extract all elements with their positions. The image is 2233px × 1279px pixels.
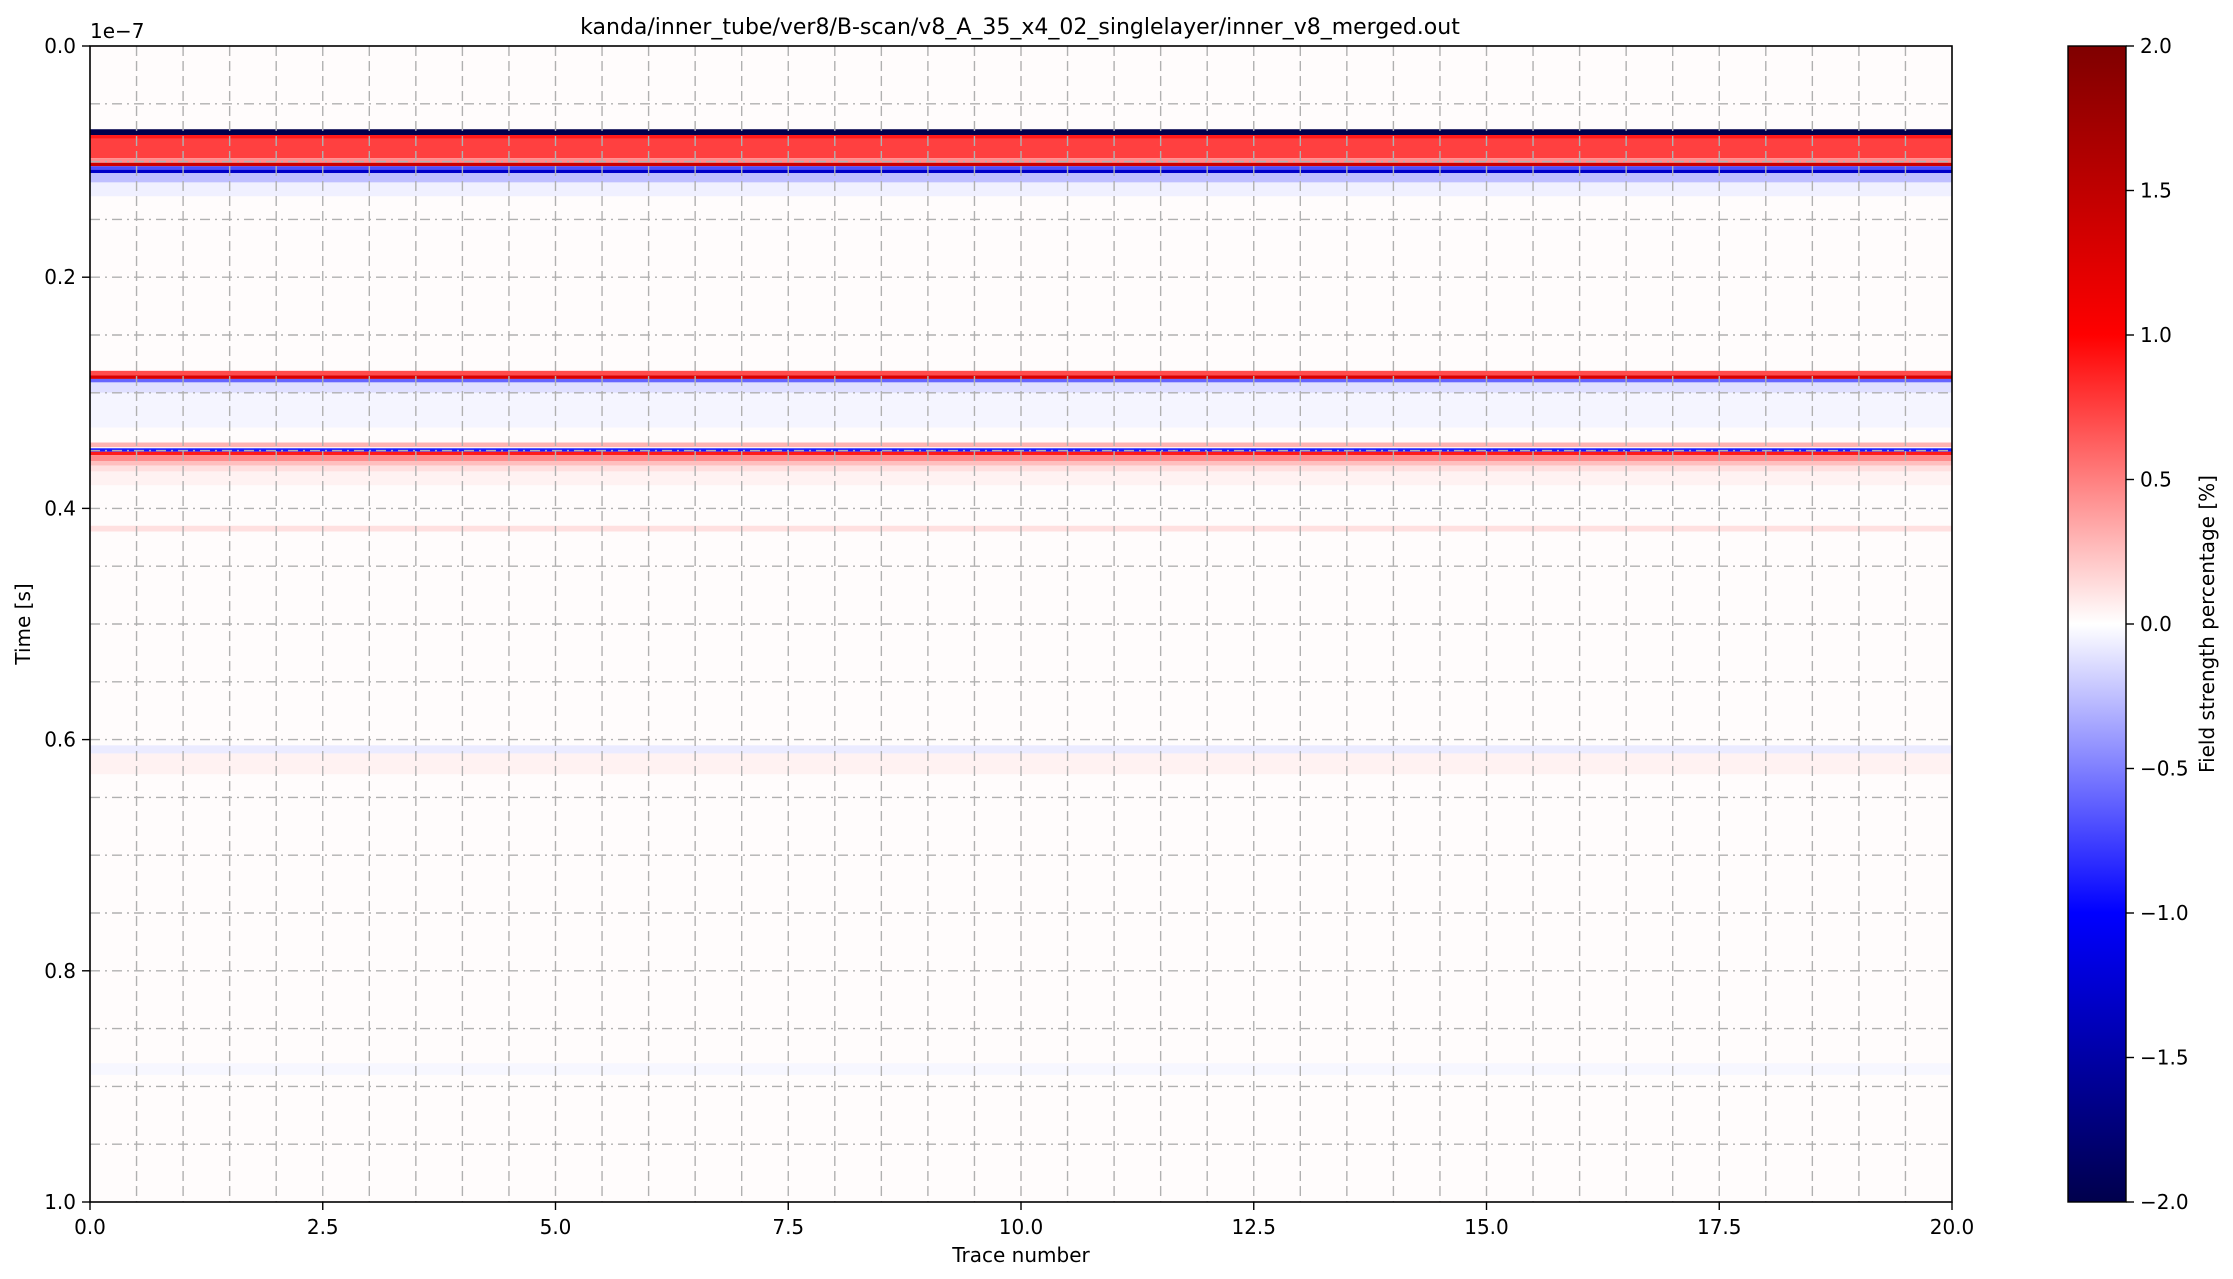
- x-tick-label: 10.0: [999, 1215, 1044, 1239]
- colorbar: 2.0 1.5 1.0 0.5 0.0 −0.5 −1.0 −1.5 −2.0 Field st…: [2067, 34, 2219, 1214]
- colorbar-tick-label: −1.0: [2140, 901, 2189, 925]
- heatmap-band: [90, 162, 1952, 167]
- grid-lines: [90, 46, 1952, 1202]
- y-tick-label: 0.0: [44, 34, 76, 58]
- colorbar-tick-label: 1.5: [2140, 179, 2172, 203]
- x-axis-label: Trace number: [951, 1243, 1090, 1267]
- colorbar-label: Field strength percentage [%]: [2195, 475, 2219, 773]
- y-tick-label: 0.2: [44, 265, 76, 289]
- heatmap-band: [90, 129, 1952, 136]
- heatmap-band: [90, 382, 1952, 393]
- chart-title: kanda/inner_tube/ver8/B-scan/v8_A_35_x4_…: [580, 15, 1460, 40]
- y-axis-label: Time [s]: [11, 583, 35, 665]
- x-tick-label: 5.0: [540, 1215, 572, 1239]
- x-tick-label: 15.0: [1464, 1215, 1509, 1239]
- colorbar-tick-label: −1.5: [2140, 1046, 2189, 1070]
- colorbar-tick-label: −2.0: [2140, 1190, 2189, 1214]
- x-tick-label: 20.0: [1930, 1215, 1975, 1239]
- colorbar-tick-label: 0.5: [2140, 468, 2172, 492]
- x-tick-label: 7.5: [772, 1215, 804, 1239]
- plot-area: 0.0 2.5 5.0 7.5 10.0 12.5 15.0 17.5 20.0 0.00.20…: [44, 34, 1974, 1239]
- colorbar-tick-label: 2.0: [2140, 34, 2172, 58]
- colorbar-tick-label: 1.0: [2140, 323, 2172, 347]
- heatmap-band: [90, 370, 1952, 376]
- y-tick-label: 0.6: [44, 728, 76, 752]
- y-tick-label: 0.4: [44, 496, 76, 520]
- x-tick-label: 12.5: [1231, 1215, 1276, 1239]
- colorbar-gradient: [2068, 46, 2126, 1202]
- colorbar-tick-label: 0.0: [2140, 612, 2172, 636]
- x-axis-ticks: 0.0 2.5 5.0 7.5 10.0 12.5 15.0 17.5 20.0: [74, 1202, 1974, 1239]
- y-tick-label: 0.8: [44, 959, 76, 983]
- heatmap-band: [90, 745, 1952, 754]
- colorbar-ticks: 2.0 1.5 1.0 0.5 0.0 −0.5 −1.0 −1.5 −2.0: [2126, 34, 2189, 1214]
- y-axis-offset-label: 1e−7: [90, 19, 145, 43]
- heatmap-band: [90, 461, 1952, 466]
- x-tick-label: 2.5: [307, 1215, 339, 1239]
- y-axis-ticks: 0.0 0.2 0.4 0.6 0.8 1.0: [44, 34, 90, 1214]
- y-tick-label: 1.0: [44, 1190, 76, 1214]
- x-tick-label: 0.0: [74, 1215, 106, 1239]
- heatmap-band: [90, 173, 1952, 183]
- x-tick-label: 17.5: [1697, 1215, 1742, 1239]
- colorbar-tick-label: −0.5: [2140, 757, 2189, 781]
